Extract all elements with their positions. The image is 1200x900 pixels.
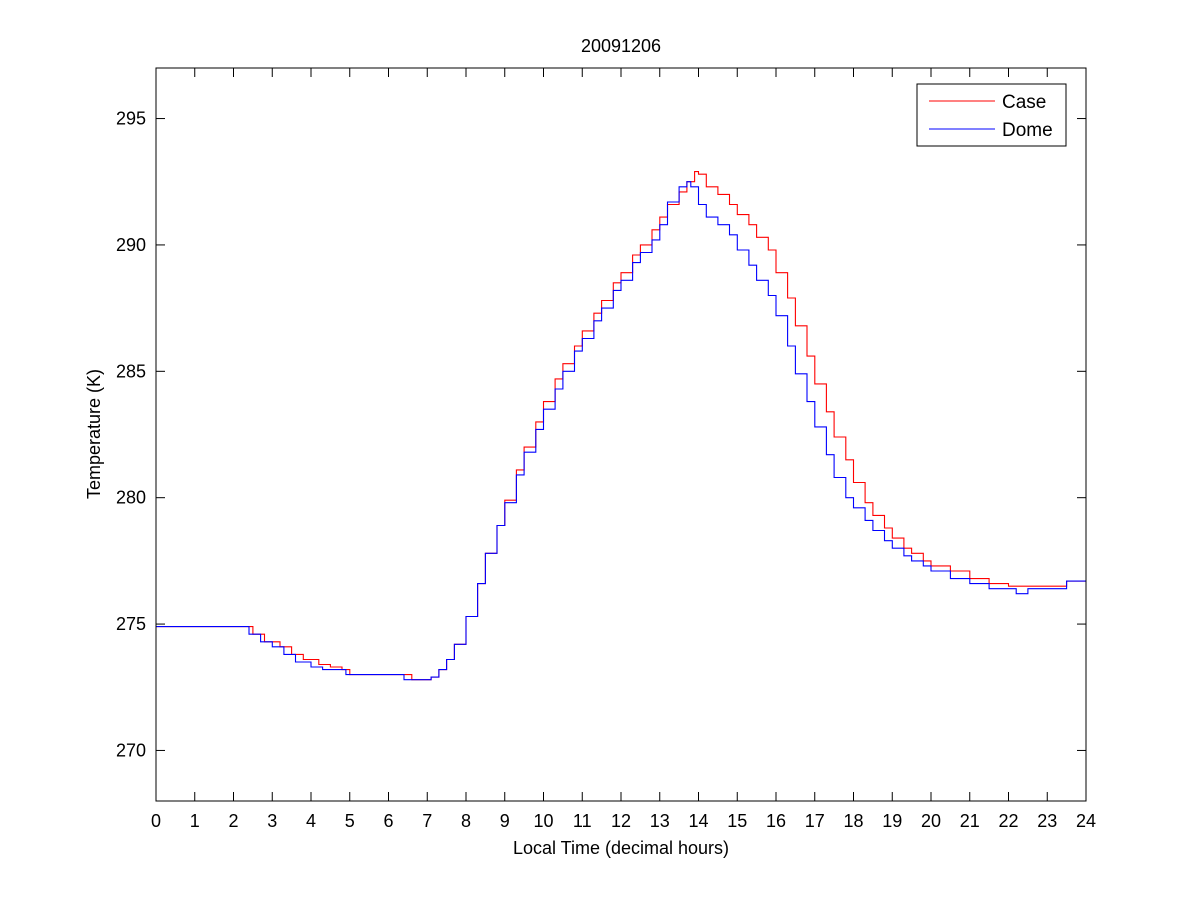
x-tick-label: 2 xyxy=(228,811,238,831)
x-axis-title: Local Time (decimal hours) xyxy=(513,838,729,858)
axis-ticks: 0 1 2 3 4 5 6 7 8 9 10 11 12 13 14 15 16 17 18 19 20 21 22 23 24… xyxy=(116,68,1096,831)
x-tick-label: 7 xyxy=(422,811,432,831)
y-axis-title: Temperature (K) xyxy=(84,369,104,499)
x-tick-label: 1 xyxy=(190,811,200,831)
x-tick-label: 9 xyxy=(500,811,510,831)
y-tick-label: 270 xyxy=(116,740,146,760)
x-tick-label: 21 xyxy=(960,811,980,831)
legend-label-case: Case xyxy=(1002,92,1046,113)
x-tick-label: 16 xyxy=(766,811,786,831)
x-tick-label: 0 xyxy=(151,811,161,831)
x-tick-label: 12 xyxy=(611,811,631,831)
series-layer xyxy=(156,171,1086,681)
plot-area xyxy=(156,68,1086,801)
x-tick-label: 17 xyxy=(805,811,825,831)
x-tick-label: 18 xyxy=(843,811,863,831)
chart-title: 20091206 xyxy=(581,36,661,56)
x-tick-label: 19 xyxy=(882,811,902,831)
x-tick-label: 20 xyxy=(921,811,941,831)
x-tick-label: 8 xyxy=(461,811,471,831)
y-tick-label: 295 xyxy=(116,109,146,129)
x-tick-label: 13 xyxy=(650,811,670,831)
x-tick-label: 4 xyxy=(306,811,316,831)
y-tick-label: 275 xyxy=(116,614,146,634)
y-tick-label: 290 xyxy=(116,235,146,255)
x-tick-label: 10 xyxy=(533,811,553,831)
y-tick-label: 280 xyxy=(116,488,146,508)
x-tick-label: 11 xyxy=(573,811,592,831)
x-tick-label: 23 xyxy=(1037,811,1057,831)
legend: Case Dome xyxy=(916,83,1067,147)
x-tick-label: 14 xyxy=(688,811,708,831)
x-tick-label: 22 xyxy=(998,811,1018,831)
x-tick-label: 6 xyxy=(383,811,393,831)
legend-label-dome: Dome xyxy=(1002,120,1053,141)
series-line-dome xyxy=(156,181,1086,681)
legend-box xyxy=(916,83,1067,147)
y-tick-label: 285 xyxy=(116,361,146,381)
x-tick-label: 24 xyxy=(1076,811,1096,831)
x-tick-label: 3 xyxy=(267,811,277,831)
x-tick-label: 5 xyxy=(345,811,355,831)
x-tick-label: 15 xyxy=(727,811,747,831)
plot-frame xyxy=(155,67,1087,802)
